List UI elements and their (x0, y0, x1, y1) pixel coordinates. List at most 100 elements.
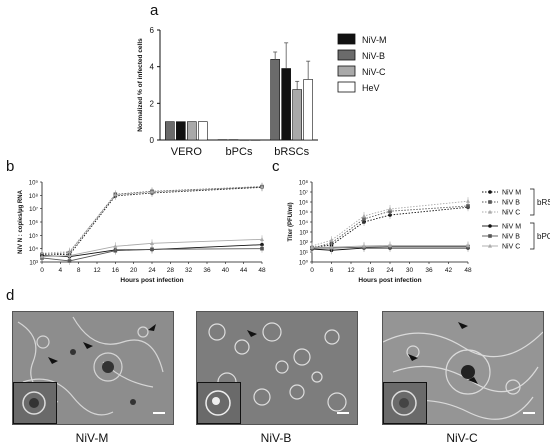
x-tick-label: 30 (406, 267, 414, 274)
data-point (329, 245, 334, 249)
bar (165, 121, 175, 141)
bar (270, 59, 280, 141)
y-tick-label: 10⁵ (29, 233, 39, 240)
y-tick-label: 10⁹ (29, 180, 39, 187)
category-label: VERO (171, 146, 203, 158)
data-point (260, 242, 264, 247)
legend-label: NiV-C (362, 67, 386, 77)
y-tick-label: 10² (299, 241, 308, 247)
bar (198, 121, 208, 141)
chart-a-bar: 0 2 4 6 Normalized % of infected cells VERO bP… (137, 26, 387, 158)
data-point (113, 248, 118, 253)
bar (281, 68, 291, 141)
data-point (329, 238, 334, 242)
legend-label: NiV M (502, 224, 521, 231)
legend-group-label: bRSCs (537, 198, 550, 207)
x-tick-label: 4 (59, 267, 63, 274)
bar (217, 139, 228, 141)
legend-group-label: bPCs (537, 232, 550, 241)
series-line (41, 186, 263, 254)
x-tick-label: 42 (445, 267, 453, 274)
data-point (260, 184, 264, 189)
micrograph-inset (13, 382, 57, 424)
x-tick-label: 8 (77, 267, 81, 274)
data-point (113, 192, 118, 197)
data-point (40, 254, 44, 259)
x-tick-label: 6 (330, 267, 334, 274)
data-point (67, 249, 72, 254)
data-point (67, 259, 72, 263)
legend-label: HeV (362, 83, 380, 93)
bar (239, 139, 250, 141)
x-tick-label: 36 (425, 267, 433, 274)
micrograph-niv-c (382, 311, 544, 425)
scale-bar (153, 412, 165, 414)
x-tick-label: 12 (93, 267, 101, 274)
micrograph-inset (383, 382, 427, 424)
micrograph-label-niv-c: NiV-C (446, 431, 478, 445)
data-point (466, 199, 470, 203)
x-tick-label: 44 (240, 267, 248, 274)
y-tick-label: 10⁴ (29, 246, 39, 253)
data-point (388, 206, 392, 211)
data-point (362, 213, 366, 218)
bar (250, 139, 261, 141)
series-line (311, 206, 469, 248)
panel-letter-a: a (150, 2, 159, 19)
legend-label: NiV M (502, 190, 521, 197)
x-axis-label: Hours post infection (120, 277, 183, 284)
x-tick-label: 24 (148, 267, 156, 274)
y-tick-label: 2 (150, 99, 155, 108)
x-tick-label: 32 (185, 267, 193, 274)
legend-label: NiV C (502, 244, 520, 251)
x-tick-label: 16 (112, 267, 120, 274)
micrograph-label-niv-m: NiV-M (75, 431, 109, 445)
micrograph-texture (13, 312, 173, 424)
x-tick-label: 0 (310, 267, 314, 274)
x-tick-label: 28 (167, 267, 175, 274)
x-tick-label: 20 (130, 267, 138, 274)
y-tick-label: 10⁰ (299, 260, 309, 267)
data-point (466, 243, 470, 248)
bar (228, 139, 239, 141)
legend-swatch (337, 49, 356, 61)
data-point (388, 243, 392, 248)
legend-swatch (337, 81, 356, 93)
x-tick-label: 48 (258, 267, 266, 274)
data-point (150, 241, 154, 245)
bar (187, 121, 197, 141)
legend-marker (488, 209, 492, 214)
legend-swatch (337, 33, 356, 45)
data-point (362, 243, 366, 248)
legend-marker (488, 200, 492, 204)
micrograph-niv-m (12, 311, 174, 425)
micrograph-niv-b (196, 311, 358, 425)
panel-letter-c: c (272, 158, 280, 175)
legend-bracket (530, 222, 535, 250)
data-point (113, 244, 118, 248)
legend-marker (488, 243, 492, 248)
panel-letter-d: d (6, 287, 15, 304)
scale-bar (523, 412, 535, 414)
y-axis-label: NiV N : copies/µg RNA (18, 189, 24, 253)
x-tick-label: 12 (347, 267, 355, 274)
x-tick-label: 24 (386, 267, 394, 274)
data-point (67, 253, 72, 258)
legend-label: NiV C (502, 210, 520, 217)
legend-label: NiV B (502, 200, 520, 207)
bar (303, 79, 313, 141)
y-axis-label: Titer (PFU/ml) (288, 202, 294, 241)
y-tick-label: 10¹ (299, 251, 308, 257)
legend-label: NiV-M (362, 35, 387, 45)
legend-label: NiV-B (362, 51, 385, 61)
y-tick-label: 10⁶ (29, 220, 39, 227)
data-point (260, 237, 264, 241)
y-tick-label: 10⁴ (299, 220, 309, 227)
y-tick-label: 10⁸ (299, 180, 309, 187)
bar (176, 121, 186, 141)
x-tick-label: 40 (222, 267, 230, 274)
y-tick-label: 10⁷ (29, 206, 38, 213)
y-tick-label: 6 (150, 26, 155, 35)
legend-label: NiV B (502, 234, 520, 241)
